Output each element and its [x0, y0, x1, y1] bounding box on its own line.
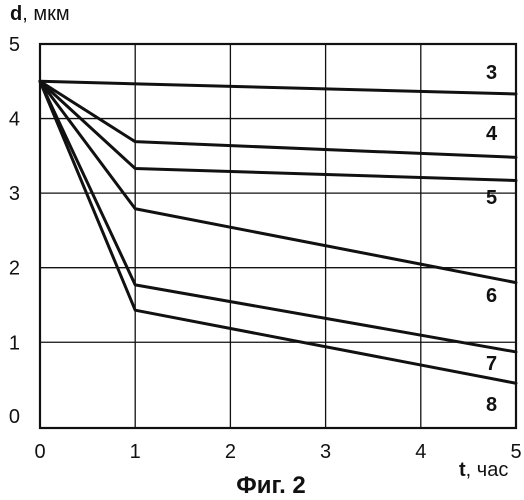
x-axis-title: t, час [459, 459, 508, 481]
x-tick-label: 2 [225, 441, 236, 463]
series-line-7 [40, 81, 516, 352]
series-line-3 [40, 81, 516, 94]
y-tick-label: 2 [9, 258, 20, 280]
x-tick-label: 5 [510, 441, 521, 463]
series-label-4: 4 [486, 123, 498, 145]
y-tick-label: 4 [9, 109, 20, 131]
series-label-3: 3 [486, 62, 497, 84]
series-label-7: 7 [486, 353, 497, 375]
y-tick-label: 3 [9, 183, 20, 205]
x-axis-unit: , час [466, 459, 509, 481]
x-tick-label: 1 [130, 441, 141, 463]
series-label-8: 8 [486, 394, 497, 416]
x-tick-label: 3 [320, 441, 331, 463]
x-tick-label: 4 [415, 441, 426, 463]
y-tick-label: 0 [9, 406, 20, 428]
y-axis-unit: , мкм [22, 3, 69, 25]
y-axis-symbol: d [10, 3, 22, 25]
series-layer [40, 81, 516, 383]
y-axis-title: d, мкм [10, 3, 70, 25]
x-tick-label: 0 [34, 441, 45, 463]
figure-caption: Фиг. 2 [236, 472, 306, 499]
series-line-5 [40, 81, 516, 180]
y-tick-label: 1 [9, 332, 20, 354]
series-label-5: 5 [486, 187, 497, 209]
series-label-6: 6 [486, 285, 497, 307]
y-tick-label: 5 [9, 34, 20, 56]
labels-layer: 0 1 2 3 4 5 0 1 2 3 4 5 3 4 5 6 7 8 [9, 34, 522, 463]
